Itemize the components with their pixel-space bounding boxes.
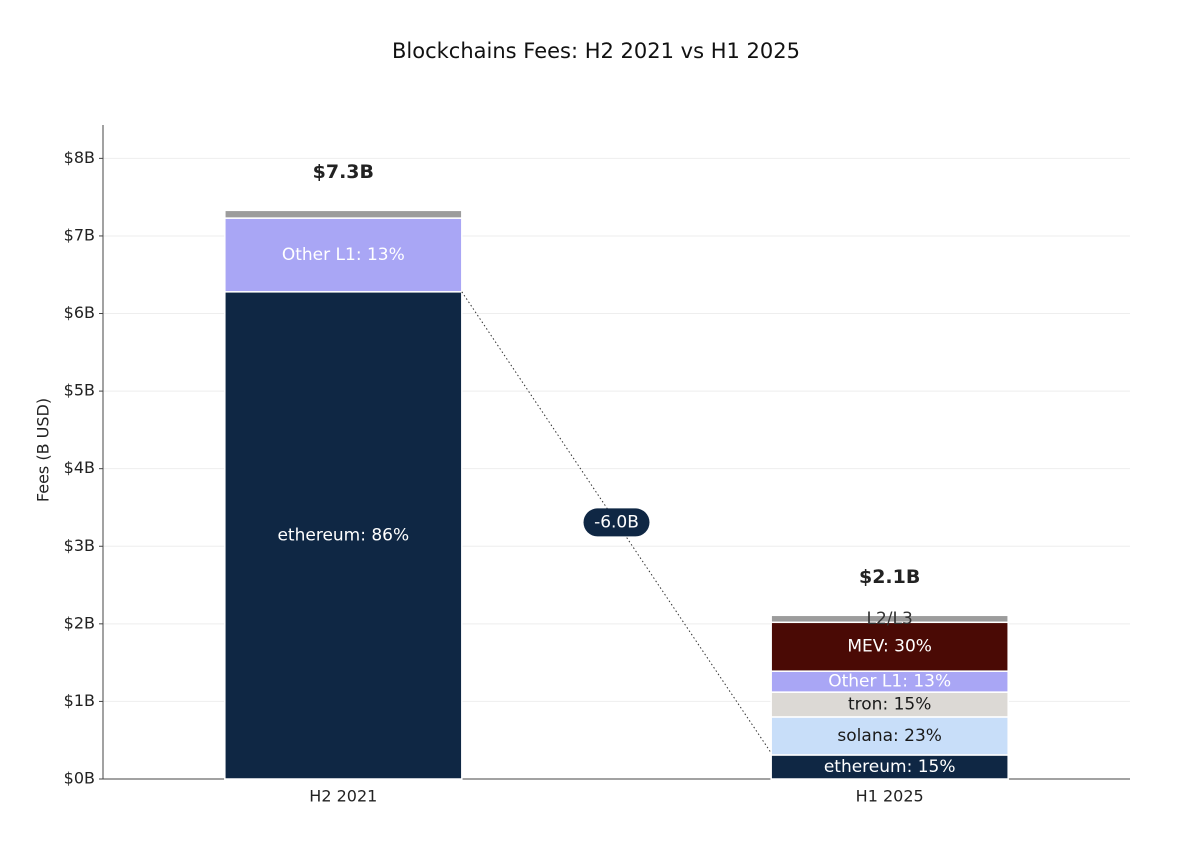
segment-label: solana: 23% (837, 726, 942, 746)
bar-segment (224, 209, 463, 219)
y-tick-label: $2B (64, 613, 95, 632)
segment-label: Other L1: 13% (828, 672, 951, 692)
y-tick-label: $6B (64, 303, 95, 322)
segment-label: ethereum: 15% (824, 757, 956, 777)
bar-segment (770, 691, 1009, 718)
total-label: $2.1B (859, 566, 920, 588)
y-tick-label: $3B (64, 536, 95, 555)
bar-segment (770, 621, 1009, 672)
bar-segment (224, 217, 463, 293)
y-tick-label: $4B (64, 458, 95, 477)
y-tick-label: $1B (64, 691, 95, 710)
y-axis-label: Fees (B USD) (34, 398, 53, 502)
change-label: -6.0B (594, 512, 639, 532)
y-tick-label: $8B (64, 148, 95, 167)
segment-label: Other L1: 13% (282, 245, 405, 265)
change-connector (461, 291, 772, 754)
bar-segment (224, 291, 463, 780)
total-label: $7.3B (313, 161, 374, 183)
segment-label: L2/L3 (867, 609, 913, 629)
change-badge (583, 508, 650, 537)
x-tick-label: H1 2025 (856, 787, 924, 806)
segment-label: tron: 15% (848, 695, 931, 715)
bar-segment (770, 614, 1009, 624)
chart-title: Blockchains Fees: H2 2021 vs H1 2025 (392, 39, 800, 63)
bar-segment (770, 716, 1009, 756)
x-tick-label: H2 2021 (309, 787, 377, 806)
y-tick-label: $0B (64, 769, 95, 788)
segment-label: MEV: 30% (847, 637, 932, 657)
y-tick-label: $5B (64, 381, 95, 400)
bar-segment (770, 754, 1009, 780)
y-tick-label: $7B (64, 225, 95, 244)
segment-label: ethereum: 86% (277, 525, 409, 545)
